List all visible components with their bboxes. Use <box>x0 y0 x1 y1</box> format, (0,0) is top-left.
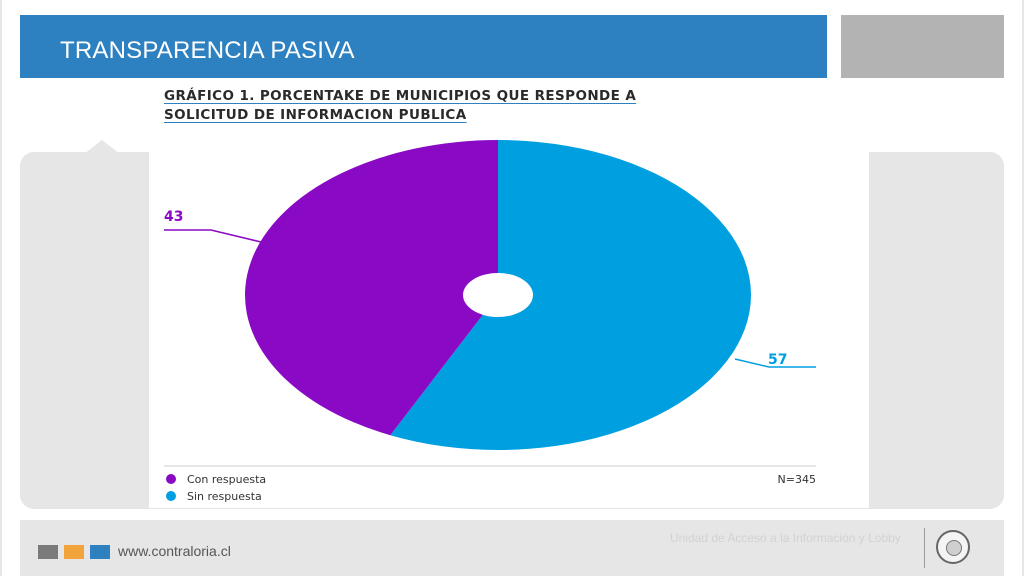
leader-line-sin-respuesta <box>734 358 816 368</box>
leader-line-con-respuesta <box>164 229 262 243</box>
header-accent-block <box>841 15 1004 78</box>
data-label-con-respuesta: 43 <box>164 209 183 225</box>
pie-slice-sin-respuesta <box>390 140 751 450</box>
legend-swatch-sin-respuesta <box>166 491 176 501</box>
legend-label-sin-respuesta: Sin respuesta <box>187 490 262 503</box>
panel-notch <box>84 140 120 154</box>
pie-slice-con-respuesta <box>245 140 498 436</box>
footer-website-link[interactable]: www.contraloria.cl <box>118 543 231 559</box>
page-title: TRANSPARENCIA PASIVA <box>60 37 355 64</box>
data-label-sin-respuesta: 57 <box>768 352 787 368</box>
footer-square-grey <box>38 545 58 559</box>
footer-square-orange <box>64 545 84 559</box>
chart-title-line-2: SOLICITUD DE INFORMACION PUBLICA <box>164 107 467 123</box>
chart-title-line-1: GRÁFICO 1. PORCENTAKE DE MUNICIPIOS QUE … <box>164 88 637 104</box>
header-bar: TRANSPARENCIA PASIVA <box>20 15 827 78</box>
footer-unit-name: Unidad de Acceso a la Información y Lobb… <box>670 531 901 545</box>
right-frame-line <box>1022 0 1024 576</box>
footer-bar: www.contraloria.cl Unidad de Acceso a la… <box>20 520 1004 576</box>
chart-card: GRÁFICO 1. PORCENTAKE DE MUNICIPIOS QUE … <box>149 80 869 508</box>
footer-square-blue <box>90 545 110 559</box>
pie-chart: 43 57 Con respuesta Sin respuesta N=345 <box>164 140 816 503</box>
legend-label-con-respuesta: Con respuesta <box>187 473 266 486</box>
donut-hole <box>463 273 533 317</box>
sample-size-note: N=345 <box>778 473 816 486</box>
chart-title: GRÁFICO 1. PORCENTAKE DE MUNICIPIOS QUE … <box>164 87 864 125</box>
footer-divider <box>924 528 925 568</box>
left-frame-line <box>0 0 2 576</box>
legend-swatch-con-respuesta <box>166 474 176 484</box>
contraloria-seal-logo <box>936 530 970 564</box>
